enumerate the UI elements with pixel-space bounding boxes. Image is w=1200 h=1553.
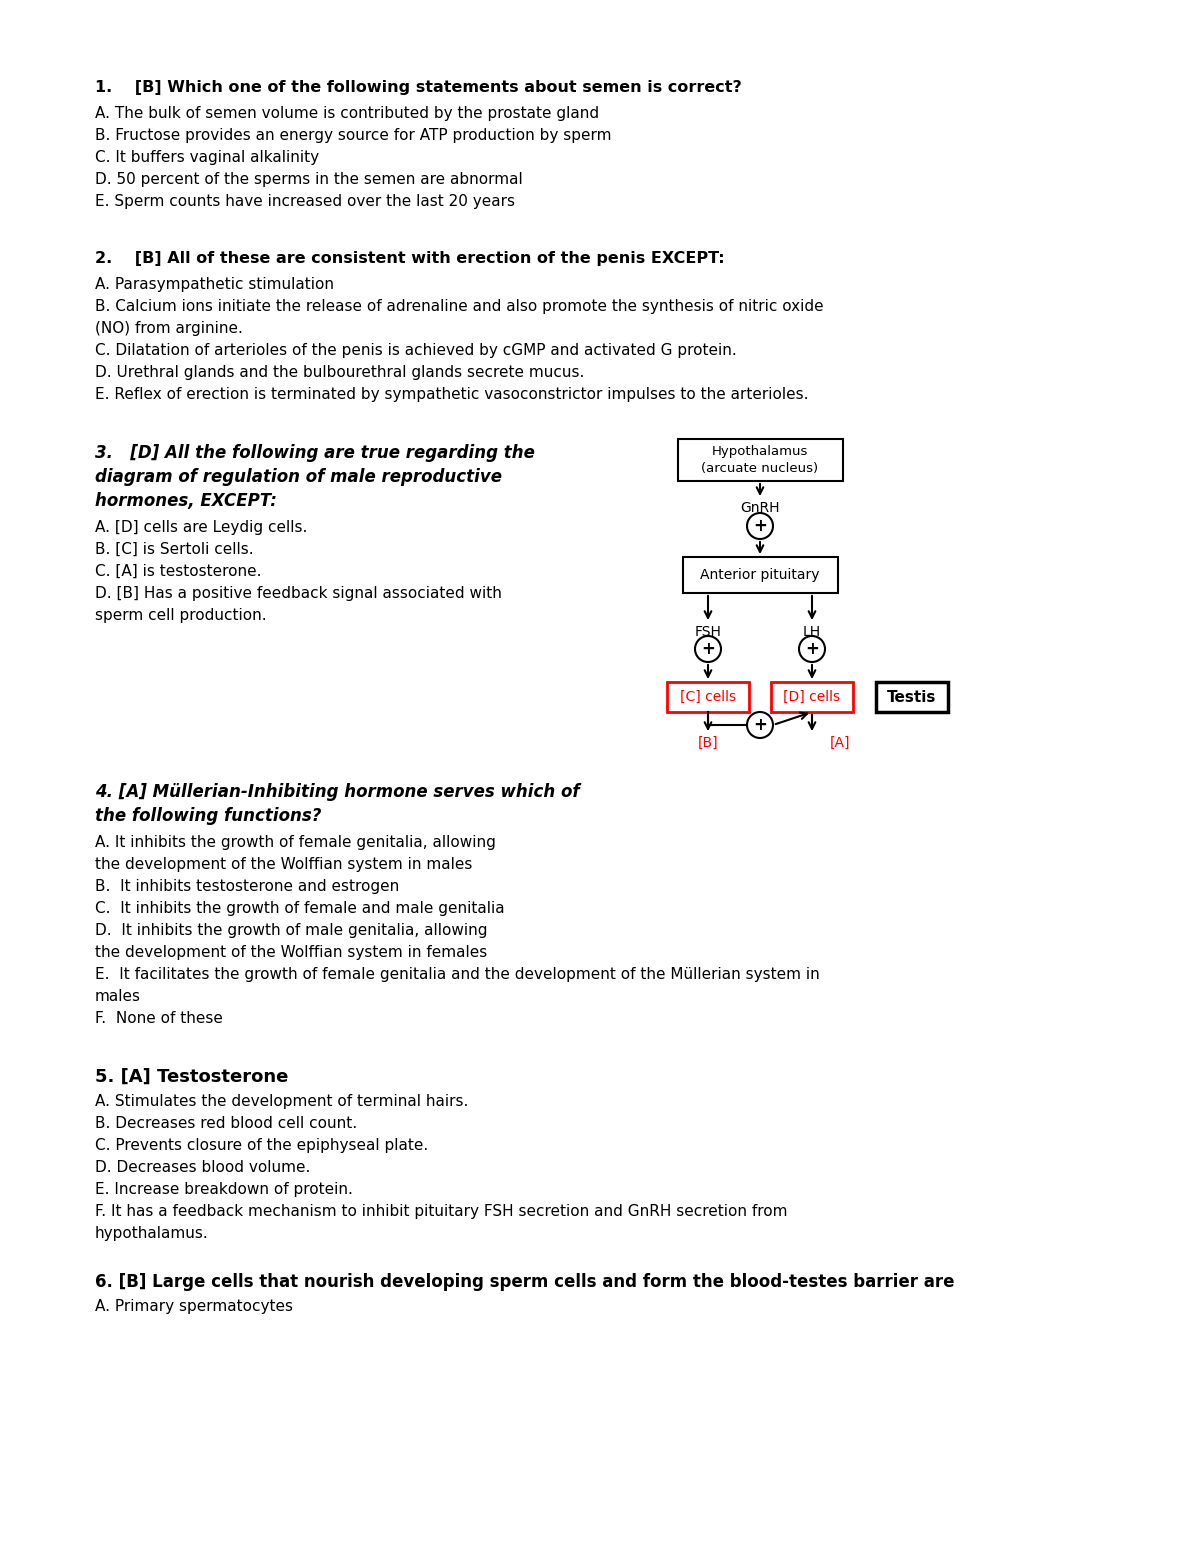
Text: C.  It inhibits the growth of female and male genitalia: C. It inhibits the growth of female and … [95, 901, 505, 916]
Text: the development of the Wolffian system in males: the development of the Wolffian system i… [95, 857, 473, 871]
Text: A. Primary spermatocytes: A. Primary spermatocytes [95, 1298, 293, 1314]
Text: B.  It inhibits testosterone and estrogen: B. It inhibits testosterone and estrogen [95, 879, 400, 895]
Text: diagram of regulation of male reproductive: diagram of regulation of male reproducti… [95, 467, 502, 486]
FancyBboxPatch shape [678, 439, 842, 481]
FancyBboxPatch shape [772, 682, 853, 711]
Text: B. Fructose provides an energy source for ATP production by sperm: B. Fructose provides an energy source fo… [95, 127, 612, 143]
Text: D. [B] Has a positive feedback signal associated with: D. [B] Has a positive feedback signal as… [95, 585, 502, 601]
Text: A. Parasympathetic stimulation: A. Parasympathetic stimulation [95, 276, 334, 292]
FancyBboxPatch shape [683, 558, 838, 593]
Text: D. Urethral glands and the bulbourethral glands secrete mucus.: D. Urethral glands and the bulbourethral… [95, 365, 584, 380]
Text: the following functions?: the following functions? [95, 808, 322, 825]
Text: males: males [95, 989, 142, 1003]
Text: 5. [A] Testosterone: 5. [A] Testosterone [95, 1068, 288, 1086]
Text: Anterior pituitary: Anterior pituitary [701, 568, 820, 582]
Text: D. 50 percent of the sperms in the semen are abnormal: D. 50 percent of the sperms in the semen… [95, 172, 523, 186]
Text: F. It has a feedback mechanism to inhibit pituitary FSH secretion and GnRH secre: F. It has a feedback mechanism to inhibi… [95, 1204, 787, 1219]
FancyBboxPatch shape [876, 682, 948, 711]
Text: +: + [701, 640, 715, 658]
Text: E.  It facilitates the growth of female genitalia and the development of the Mül: E. It facilitates the growth of female g… [95, 968, 820, 981]
Text: 6. [B] Large cells that nourish developing sperm cells and form the blood-testes: 6. [B] Large cells that nourish developi… [95, 1273, 954, 1291]
Text: +: + [805, 640, 818, 658]
Text: B. Calcium ions initiate the release of adrenaline and also promote the synthesi: B. Calcium ions initiate the release of … [95, 300, 823, 314]
Text: +: + [754, 716, 767, 735]
Text: the development of the Wolffian system in females: the development of the Wolffian system i… [95, 944, 487, 960]
Text: hormones, EXCEPT:: hormones, EXCEPT: [95, 492, 277, 509]
Text: [A]: [A] [830, 736, 851, 750]
Text: A. [D] cells are Leydig cells.: A. [D] cells are Leydig cells. [95, 520, 307, 534]
Text: (NO) from arginine.: (NO) from arginine. [95, 321, 242, 335]
Text: D. Decreases blood volume.: D. Decreases blood volume. [95, 1160, 311, 1176]
Text: Testis: Testis [887, 690, 937, 705]
Text: sperm cell production.: sperm cell production. [95, 609, 266, 623]
Text: 4. [A] Müllerian-Inhibiting hormone serves which of: 4. [A] Müllerian-Inhibiting hormone serv… [95, 783, 580, 801]
Text: E. Reflex of erection is terminated by sympathetic vasoconstrictor impulses to t: E. Reflex of erection is terminated by s… [95, 387, 809, 402]
Text: [B]: [B] [697, 736, 719, 750]
Text: hypothalamus.: hypothalamus. [95, 1225, 209, 1241]
FancyBboxPatch shape [667, 682, 749, 711]
Text: Hypothalamus
(arcuate nucleus): Hypothalamus (arcuate nucleus) [702, 446, 818, 475]
Text: B. Decreases red blood cell count.: B. Decreases red blood cell count. [95, 1117, 358, 1131]
Text: 2.    [B] All of these are consistent with erection of the penis EXCEPT:: 2. [B] All of these are consistent with … [95, 252, 725, 266]
Text: +: + [754, 517, 767, 534]
Text: A. It inhibits the growth of female genitalia, allowing: A. It inhibits the growth of female geni… [95, 836, 496, 849]
Text: LH: LH [803, 624, 821, 638]
Text: [D] cells: [D] cells [784, 690, 840, 704]
Text: D.  It inhibits the growth of male genitalia, allowing: D. It inhibits the growth of male genita… [95, 922, 487, 938]
Text: A. Stimulates the development of terminal hairs.: A. Stimulates the development of termina… [95, 1093, 468, 1109]
Text: C. [A] is testosterone.: C. [A] is testosterone. [95, 564, 262, 579]
Text: A. The bulk of semen volume is contributed by the prostate gland: A. The bulk of semen volume is contribut… [95, 106, 599, 121]
Text: [C] cells: [C] cells [680, 690, 736, 704]
Text: C. Dilatation of arterioles of the penis is achieved by cGMP and activated G pro: C. Dilatation of arterioles of the penis… [95, 343, 737, 359]
Text: GnRH: GnRH [740, 502, 780, 516]
Text: B. [C] is Sertoli cells.: B. [C] is Sertoli cells. [95, 542, 253, 558]
Text: 1.    [B] Which one of the following statements about semen is correct?: 1. [B] Which one of the following statem… [95, 81, 742, 95]
Text: C. Prevents closure of the epiphyseal plate.: C. Prevents closure of the epiphyseal pl… [95, 1138, 428, 1152]
Text: E. Sperm counts have increased over the last 20 years: E. Sperm counts have increased over the … [95, 194, 515, 210]
Text: 3.   [D] All the following are true regarding the: 3. [D] All the following are true regard… [95, 444, 535, 461]
Text: E. Increase breakdown of protein.: E. Increase breakdown of protein. [95, 1182, 353, 1197]
Text: C. It buffers vaginal alkalinity: C. It buffers vaginal alkalinity [95, 151, 319, 165]
Text: F.  None of these: F. None of these [95, 1011, 223, 1027]
Text: FSH: FSH [695, 624, 721, 638]
